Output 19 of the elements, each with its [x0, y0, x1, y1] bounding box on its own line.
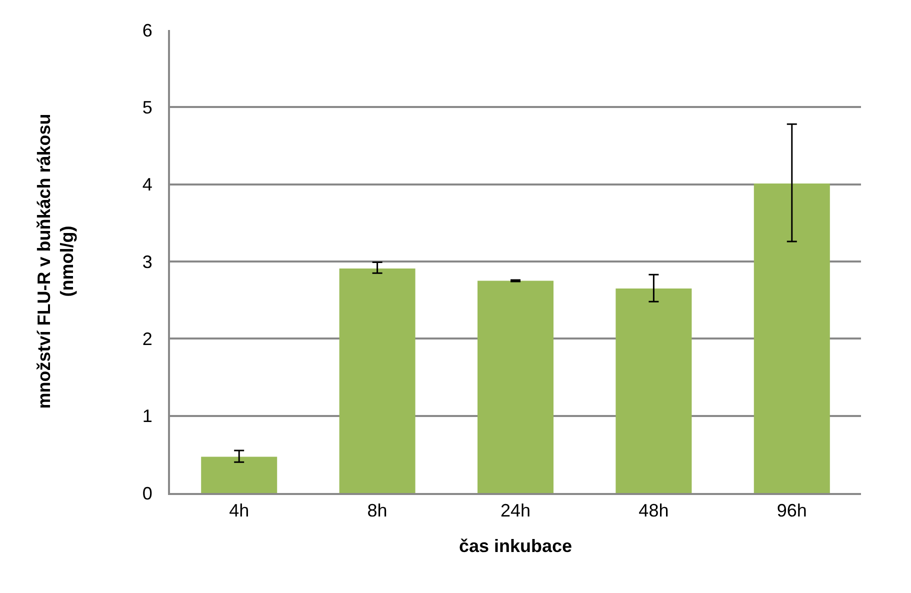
x-axis-title: čas inkubace — [458, 536, 572, 556]
x-tick-label: 96h — [776, 500, 807, 521]
y-tick-label: 1 — [142, 406, 152, 426]
bar — [478, 280, 554, 493]
x-tick-label: 48h — [638, 500, 669, 521]
y-tick-label: 3 — [142, 252, 152, 272]
bar — [754, 184, 830, 493]
bar — [339, 268, 416, 493]
x-tick-label: 24h — [500, 500, 531, 521]
y-tick-label: 0 — [142, 483, 152, 504]
x-tick-label: 4h — [229, 500, 250, 521]
y-tick-label: 6 — [142, 20, 152, 40]
bar — [201, 456, 278, 493]
y-tick-label: 2 — [142, 328, 152, 349]
y-tick-label: 5 — [142, 97, 152, 118]
x-tick-label: 8h — [367, 500, 388, 521]
y-axis-title: množství FLU-R v buňkách rákosu (nmol/g) — [34, 114, 78, 409]
bar — [616, 288, 692, 493]
y-tick-label: 4 — [142, 174, 152, 195]
